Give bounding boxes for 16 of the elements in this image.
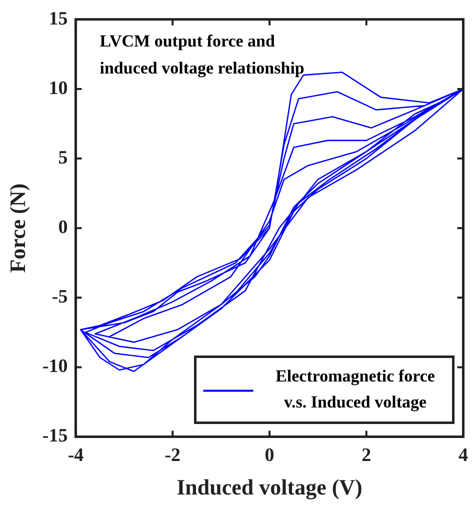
x-tick-label: 0 (264, 445, 274, 466)
x-tick-label: -2 (164, 445, 181, 466)
y-tick-label: 0 (58, 217, 68, 238)
y-axis-title: Force (N) (4, 183, 30, 273)
y-tick-label: 15 (48, 8, 68, 30)
y-tick-label: -5 (52, 286, 68, 308)
x-tick-label: -4 (68, 445, 84, 466)
y-tick-label: 5 (58, 147, 68, 168)
y-tick-label: 10 (48, 78, 68, 99)
x-axis-title: Induced voltage (V) (176, 474, 362, 500)
annotation: LVCM output force and induced voltage relationship (100, 31, 304, 78)
x-tick-label: 4 (458, 445, 468, 466)
y-tick-label: -10 (42, 356, 68, 378)
y-tick-label: -15 (42, 426, 68, 447)
x-tick-label: 2 (362, 445, 372, 466)
legend-label: Electromagnetic force v.s. Induced voltage (276, 366, 436, 412)
